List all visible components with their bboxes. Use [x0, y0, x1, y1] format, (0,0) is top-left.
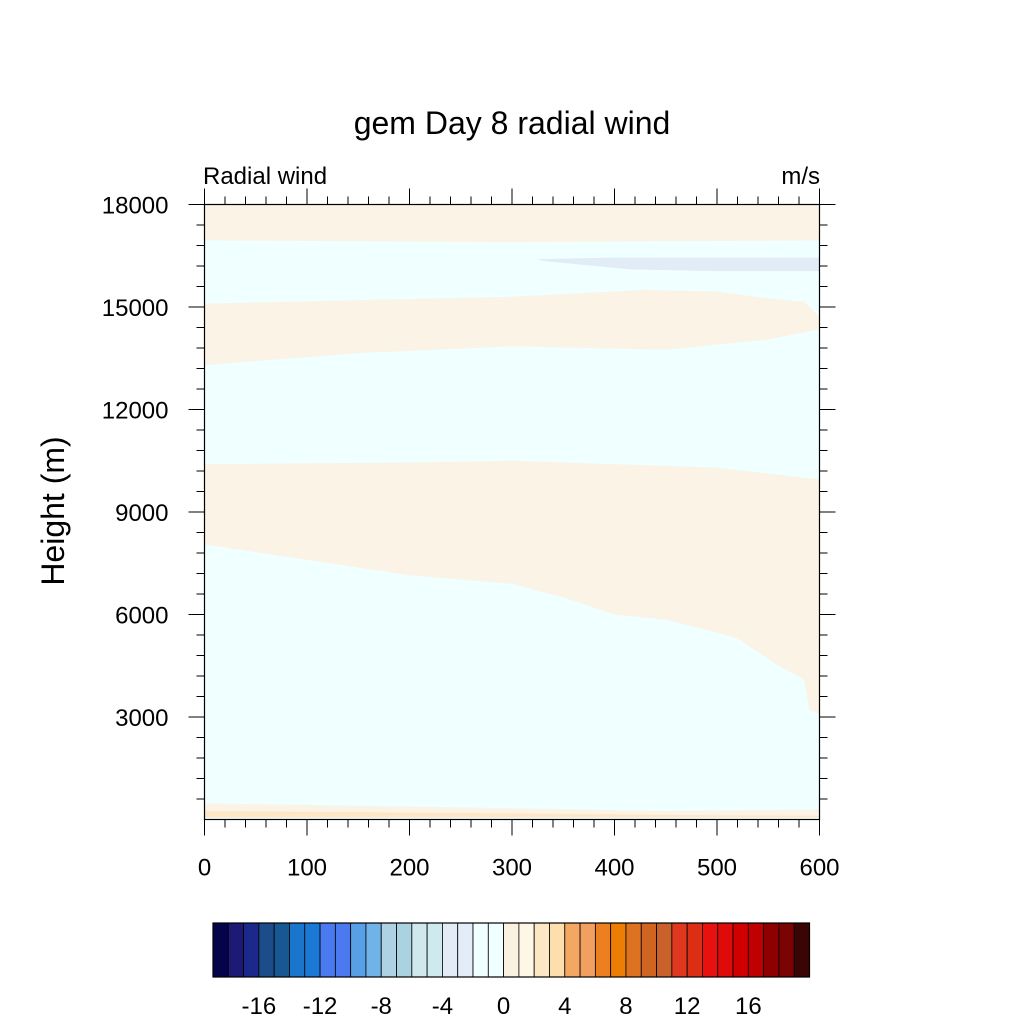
contour-region-positive-band-top [204, 204, 820, 243]
colorbar-box [747, 922, 765, 978]
colorbar-label: 12 [674, 993, 701, 1020]
colorbar-box [396, 922, 413, 978]
colorbar-box [702, 922, 719, 978]
colorbar-box [717, 922, 734, 978]
colorbar-box [732, 922, 749, 978]
left-string: Radial wind [203, 163, 327, 190]
y-axis-label: Height (m) [35, 436, 71, 585]
colorbar-box [793, 922, 810, 978]
x-tick-label: 300 [492, 855, 532, 882]
colorbar-label: 0 [497, 993, 510, 1020]
colorbar-box [579, 922, 596, 978]
colorbar-box [472, 922, 489, 978]
colorbar-label: -8 [371, 993, 392, 1020]
colorbar-box [594, 922, 612, 978]
colorbar-box [778, 922, 795, 978]
colorbar-box [426, 922, 443, 978]
y-tick-label: 6000 [115, 603, 168, 630]
colorbar-label: -4 [432, 993, 453, 1020]
colorbar-box [227, 922, 244, 978]
colorbar-box [549, 922, 566, 978]
axes: 0 100 200 300 400 500 600 3000 6000 9000 12000 1500… [102, 188, 840, 882]
y-tick-label: 18000 [102, 193, 169, 220]
y-tick-label: 12000 [102, 398, 169, 425]
colorbar-box [533, 922, 550, 978]
colorbar-label: 4 [558, 993, 571, 1020]
colorbar: -16 -12 -8 -4 0 4 8 12 16 [212, 922, 811, 1020]
x-tick-label: 600 [799, 855, 839, 882]
colorbar-box [503, 922, 520, 978]
colorbar-box [304, 922, 321, 978]
x-tick-label: 0 [198, 855, 211, 882]
colorbar-label: 8 [619, 993, 632, 1020]
contour-region-positive-band-upper [204, 289, 820, 366]
colorbar-box [487, 922, 505, 978]
contour-region-negative-patch-upper [537, 257, 820, 272]
colorbar-box [273, 922, 290, 978]
x-tick-label: 500 [697, 855, 737, 882]
right-string: m/s [781, 163, 820, 190]
y-tick-label: 15000 [102, 295, 169, 322]
colorbar-box [380, 922, 397, 978]
colorbar-box [625, 922, 642, 978]
colorbar-box [564, 922, 581, 978]
plot-area [204, 204, 820, 820]
colorbar-box [442, 922, 459, 978]
chart-title: gem Day 8 radial wind [354, 105, 671, 141]
x-tick-label: 100 [287, 855, 327, 882]
colorbar-box [365, 922, 382, 978]
colorbar-label: 16 [735, 993, 762, 1020]
colorbar-box [518, 922, 535, 978]
y-tick-label: 3000 [115, 705, 168, 732]
colorbar-box [212, 922, 229, 978]
colorbar-label: -12 [303, 993, 338, 1020]
colorbar-box [610, 922, 627, 978]
colorbar-label: -16 [242, 993, 277, 1020]
colorbar-box [289, 922, 306, 978]
colorbar-box [334, 922, 352, 978]
y-tick-label: 9000 [115, 500, 168, 527]
colorbar-box [319, 922, 336, 978]
colorbar-box [457, 922, 474, 978]
colorbar-box [350, 922, 367, 978]
colorbar-box [640, 922, 657, 978]
colorbar-box [243, 922, 260, 978]
x-tick-label: 400 [594, 855, 634, 882]
colorbar-box [671, 922, 688, 978]
contour-region-positive-strip-surface [204, 811, 820, 818]
x-tick-label: 200 [389, 855, 429, 882]
colorbar-box [686, 922, 703, 978]
colorbar-box [258, 922, 275, 978]
colorbar-box [763, 922, 780, 978]
colorbar-box [656, 922, 673, 978]
colorbar-box [411, 922, 428, 978]
colorbar-frame [212, 922, 811, 978]
contour-region-positive-band-middle [204, 460, 820, 714]
